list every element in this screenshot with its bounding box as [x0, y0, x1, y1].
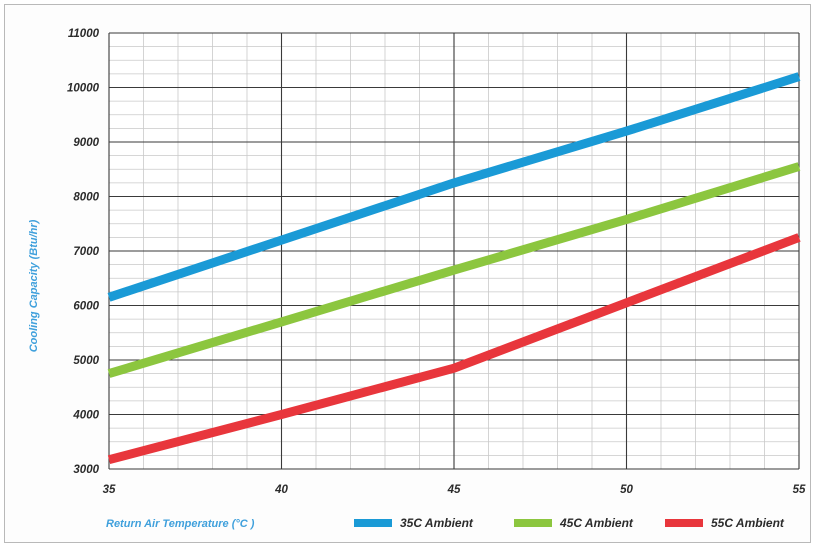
y-tick-label: 5000 — [73, 355, 99, 367]
y-tick-label: 3000 — [73, 464, 99, 476]
line-chart: 35 40 45 50 55 3000 4000 5000 6000 7000 8000 9000 1… — [28, 28, 806, 530]
y-tick-label: 4000 — [72, 410, 99, 422]
chart-frame: 35 40 45 50 55 3000 4000 5000 6000 7000 8000 9000 1… — [4, 4, 811, 543]
x-tick-label: 45 — [447, 484, 461, 496]
legend: 35C Ambient 45C Ambient 55C Ambient — [354, 516, 785, 530]
x-tick-labels: 35 40 45 50 55 — [103, 484, 806, 496]
x-tick-label: 55 — [793, 484, 806, 496]
series-layer — [107, 72, 801, 465]
x-tick-label: 35 — [103, 484, 116, 496]
x-tick-label: 40 — [274, 484, 288, 496]
y-tick-label: 7000 — [73, 246, 99, 258]
series-line-45c-ambient — [107, 162, 801, 378]
y-tick-label: 6000 — [73, 301, 99, 313]
series-line-35c-ambient — [107, 72, 801, 302]
x-axis-label: Return Air Temperature (°C ) — [106, 518, 255, 530]
legend-label: 55C Ambient — [711, 516, 785, 530]
legend-label: 35C Ambient — [400, 516, 474, 530]
y-tick-label: 9000 — [73, 137, 99, 149]
y-tick-labels: 3000 4000 5000 6000 7000 8000 9000 10000 11000 — [67, 28, 100, 476]
y-tick-label: 11000 — [68, 28, 100, 40]
y-tick-label: 8000 — [73, 192, 99, 204]
x-tick-label: 50 — [620, 484, 633, 496]
legend-label: 45C Ambient — [559, 516, 634, 530]
y-axis-label: Cooling Capacity (Btu/hr) — [28, 219, 40, 352]
major-grid — [108, 32, 800, 470]
series-line-55c-ambient — [107, 233, 801, 465]
y-tick-label: 10000 — [67, 83, 100, 95]
